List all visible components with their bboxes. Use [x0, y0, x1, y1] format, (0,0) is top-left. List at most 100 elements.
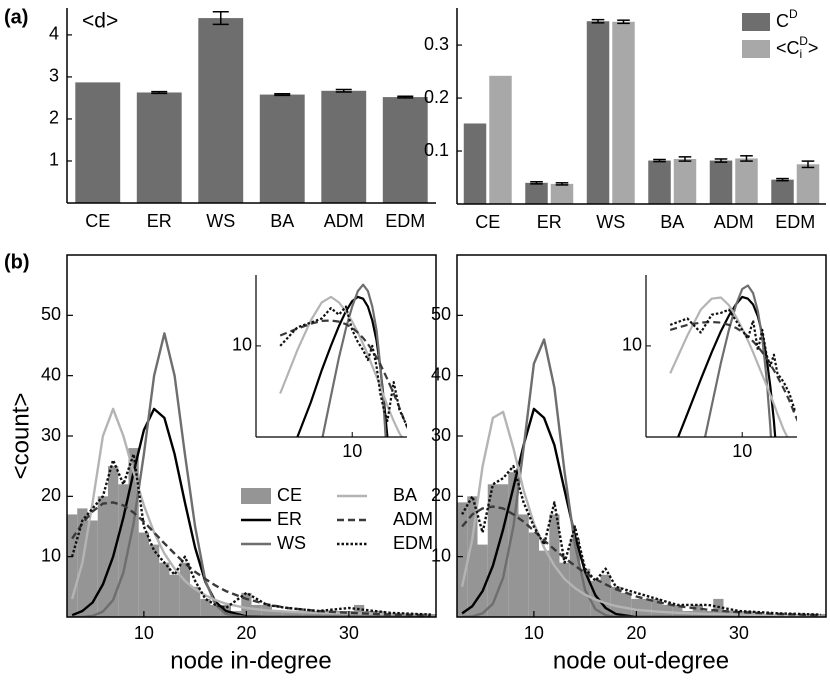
x-tick-label: 20: [626, 623, 646, 643]
histogram-bar: [631, 598, 642, 617]
bar: [75, 82, 121, 203]
bar: [382, 97, 428, 203]
histogram-bar: [477, 544, 488, 617]
histogram-bar: [354, 604, 365, 617]
x-tick-label: 10: [134, 623, 154, 643]
inset-line: [296, 295, 389, 437]
line-series: [461, 465, 821, 616]
histogram-bar: [508, 472, 519, 617]
inset-line: [279, 319, 407, 430]
legend-label-part: C: [776, 11, 789, 31]
histogram-bar: [600, 574, 611, 617]
histogram-bar: [559, 562, 570, 617]
histogram-bar: [672, 604, 683, 617]
y-tick-label: 50: [41, 304, 61, 324]
y-tick-label: 2: [49, 108, 59, 128]
bar: [525, 182, 548, 204]
bar: [648, 160, 671, 204]
y-tick-label: 40: [431, 364, 451, 384]
y-tick-label: 0.1: [424, 140, 449, 160]
y-tick-label: 50: [431, 304, 451, 324]
histogram-bar: [159, 562, 170, 617]
histogram-bar: [518, 514, 529, 617]
y-tick-label: 30: [41, 425, 61, 445]
y-tick-label: 20: [41, 485, 61, 505]
histogram-bar: [282, 610, 293, 617]
inset-line: [279, 305, 407, 430]
x-tick-label: 20: [236, 623, 256, 643]
histogram-bar: [200, 598, 211, 617]
x-tick-label: 30: [729, 623, 749, 643]
histogram-bar: [118, 484, 129, 617]
histogram-bar: [457, 502, 468, 617]
x-tick-label: CE: [475, 212, 500, 232]
x-tick-label: WS: [596, 212, 625, 232]
y-tick-label: 0.3: [424, 34, 449, 54]
bar: [612, 21, 635, 204]
x-tick-label: ER: [147, 211, 172, 231]
histogram-bar: [251, 604, 262, 617]
x-tick-label: ADM: [714, 212, 754, 232]
annotation: <d>: [82, 10, 118, 33]
legend-label-part: D: [789, 7, 798, 21]
histogram-bar: [651, 598, 662, 617]
x-tick-label: 30: [339, 623, 359, 643]
histogram-bar: [292, 610, 303, 617]
histogram-bar: [179, 562, 190, 617]
inset-line: [669, 308, 797, 411]
bar: [796, 164, 820, 204]
y-tick-label: 10: [431, 545, 451, 565]
histogram-bar: [190, 586, 201, 617]
inset-x-tick-label: 10: [342, 441, 362, 461]
histogram-bar: [67, 514, 78, 617]
histogram-bar: [580, 568, 591, 617]
y-tick-label: 0.2: [424, 87, 449, 107]
histogram-bar: [610, 586, 621, 617]
x-tick-label: 10: [524, 623, 544, 643]
bar: [550, 183, 574, 204]
x-tick-label: CE: [85, 211, 110, 231]
legend-label: ER: [277, 509, 302, 529]
bar: [586, 21, 610, 205]
histogram-bar: [569, 538, 580, 617]
y-tick-label: 1: [49, 150, 59, 170]
bar: [136, 92, 182, 203]
x-tick-label: EDM: [385, 211, 425, 231]
legend-label-part: i: [800, 47, 803, 61]
legend-swatch: [241, 488, 271, 504]
y-axis-title: <count>: [7, 393, 34, 480]
x-tick-label: WS: [206, 211, 235, 231]
histogram-bar: [467, 496, 478, 617]
plot-area: [67, 332, 436, 617]
legend-swatch: [742, 13, 770, 31]
x-tick-label: EDM: [775, 212, 815, 232]
inset-line: [669, 296, 789, 437]
legend-label: <CiD>: [776, 34, 818, 61]
legend-label-part: D: [799, 34, 808, 48]
histogram-bar: [528, 532, 539, 617]
legend-label: WS: [277, 533, 306, 553]
panel-label: (a): [4, 6, 28, 28]
legend-label-part: <C: [776, 38, 800, 58]
histogram-bar: [210, 604, 221, 617]
histogram-bar: [138, 532, 149, 617]
y-tick-label: 4: [49, 24, 59, 44]
bar: [259, 94, 305, 203]
line-series: [460, 410, 821, 617]
histogram-bar: [641, 598, 652, 617]
legend-label: EDM: [393, 533, 433, 553]
bar: [735, 158, 758, 204]
inset-x-tick-label: 10: [732, 441, 752, 461]
histogram-bar: [662, 604, 673, 617]
histogram-bar: [149, 544, 160, 617]
bar: [771, 179, 794, 204]
y-tick-label: 20: [431, 485, 451, 505]
legend-label-part: >: [808, 38, 819, 58]
histogram-bar: [128, 448, 139, 617]
x-tick-label: ADM: [324, 211, 364, 231]
y-tick-label: 10: [41, 545, 61, 565]
histogram-bar: [621, 592, 632, 617]
inset-line: [279, 295, 404, 437]
inset-line: [669, 320, 797, 422]
